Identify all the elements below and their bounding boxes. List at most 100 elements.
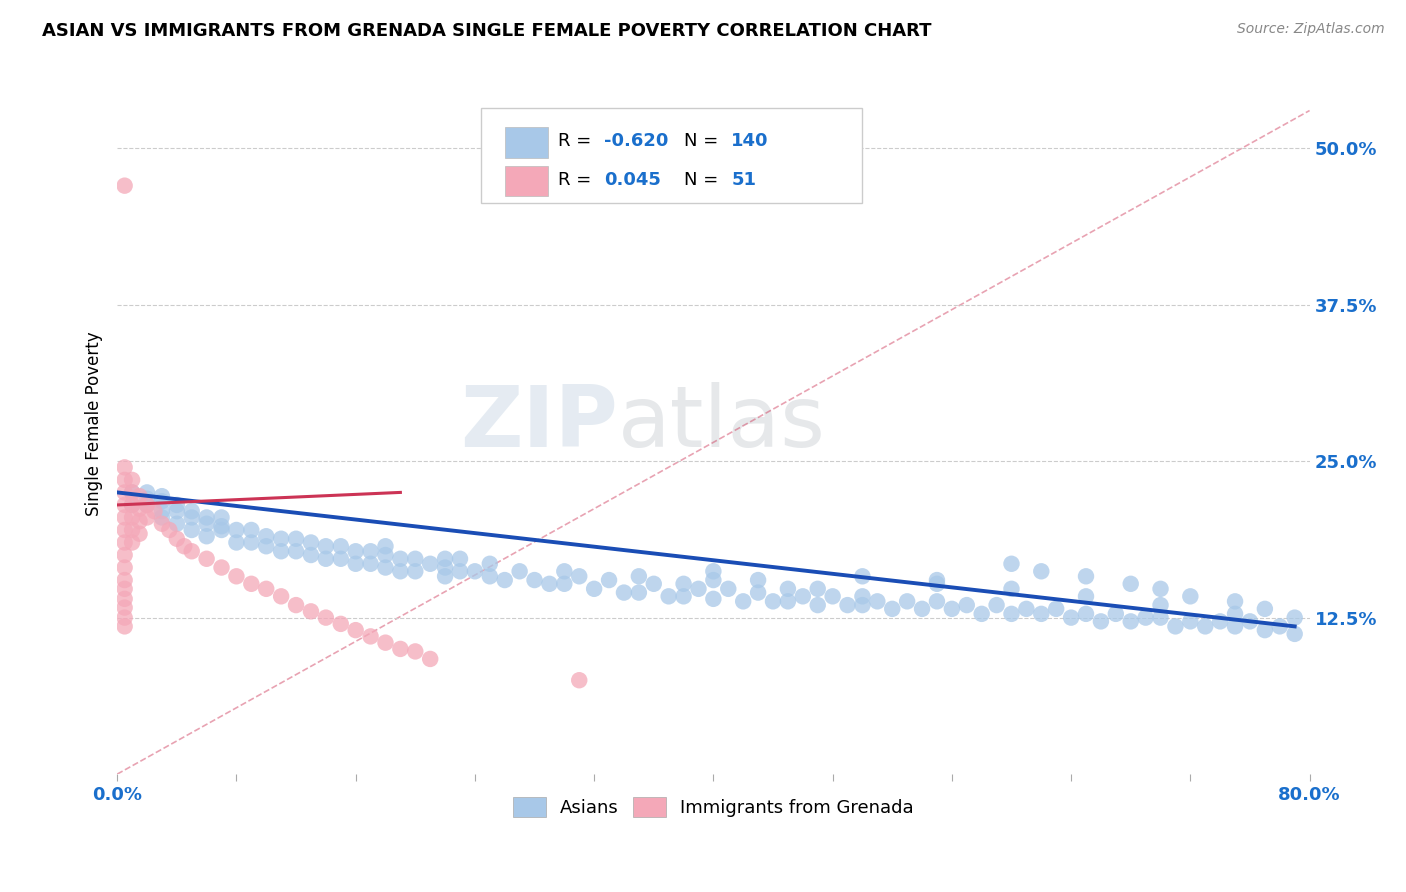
Text: 140: 140 (731, 132, 769, 150)
Point (1223, 619, 1246, 633)
Point (180, 544, 202, 558)
Point (114, 498, 136, 512)
Point (956, 598, 979, 612)
Point (1223, 607, 1246, 621)
Point (672, 590, 695, 604)
Point (1254, 623, 1277, 637)
Point (776, 582, 799, 596)
Point (702, 573, 724, 587)
Point (1031, 607, 1053, 621)
Point (896, 594, 918, 608)
Point (374, 548, 396, 562)
Point (374, 560, 396, 574)
Point (114, 485, 136, 500)
Point (1254, 602, 1277, 616)
Point (851, 598, 873, 612)
Point (166, 498, 188, 512)
Point (360, 544, 382, 558)
Point (315, 551, 337, 566)
Point (851, 569, 873, 583)
Point (925, 573, 948, 587)
Point (329, 616, 352, 631)
Point (121, 535, 143, 549)
Point (114, 460, 136, 475)
Point (1045, 602, 1067, 616)
Point (672, 577, 695, 591)
Point (882, 602, 904, 616)
Point (598, 573, 620, 587)
Point (419, 652, 441, 666)
Point (195, 510, 218, 524)
Point (404, 644, 426, 658)
Point (1164, 619, 1187, 633)
Point (553, 577, 575, 591)
Point (733, 594, 755, 608)
Point (114, 473, 136, 487)
Point (299, 535, 322, 549)
Point (150, 504, 173, 518)
Point (166, 504, 188, 518)
Point (225, 569, 247, 583)
Point (270, 590, 292, 604)
Point (1149, 582, 1171, 596)
Point (240, 577, 263, 591)
Point (389, 564, 412, 578)
Point (478, 557, 501, 571)
Point (240, 523, 263, 537)
Point (419, 557, 441, 571)
Point (136, 510, 159, 524)
Point (285, 598, 308, 612)
Point (114, 523, 136, 537)
Point (478, 569, 501, 583)
Point (315, 539, 337, 553)
Point (762, 594, 785, 608)
Point (315, 610, 337, 624)
Point (851, 590, 873, 604)
Point (166, 532, 188, 546)
Point (121, 485, 143, 500)
Point (1105, 607, 1128, 621)
Point (494, 573, 516, 587)
Point (211, 519, 233, 533)
Point (1060, 610, 1083, 624)
Point (702, 564, 724, 578)
Point (114, 610, 136, 624)
Point (389, 551, 412, 566)
Point (643, 577, 665, 591)
Point (807, 582, 830, 596)
Point (1223, 594, 1246, 608)
FancyBboxPatch shape (505, 127, 548, 158)
Point (553, 564, 575, 578)
Point (627, 569, 650, 583)
Point (360, 629, 382, 643)
Point (285, 544, 308, 558)
Point (1000, 557, 1022, 571)
Point (128, 501, 150, 516)
Point (911, 602, 934, 616)
Point (344, 544, 367, 558)
Point (299, 604, 322, 618)
Point (150, 510, 173, 524)
Point (538, 577, 561, 591)
Point (434, 551, 457, 566)
Point (121, 523, 143, 537)
FancyBboxPatch shape (481, 108, 862, 202)
Point (114, 619, 136, 633)
Point (1209, 615, 1232, 629)
Point (166, 516, 188, 531)
Point (627, 585, 650, 599)
Point (344, 623, 367, 637)
Point (150, 494, 173, 508)
Point (121, 485, 143, 500)
Point (180, 510, 202, 524)
Point (240, 535, 263, 549)
Point (114, 510, 136, 524)
Point (211, 560, 233, 574)
Point (121, 510, 143, 524)
Point (136, 491, 159, 506)
Point (1149, 598, 1171, 612)
Point (404, 551, 426, 566)
Point (121, 473, 143, 487)
Text: R =: R = (558, 170, 598, 188)
Point (1090, 615, 1112, 629)
